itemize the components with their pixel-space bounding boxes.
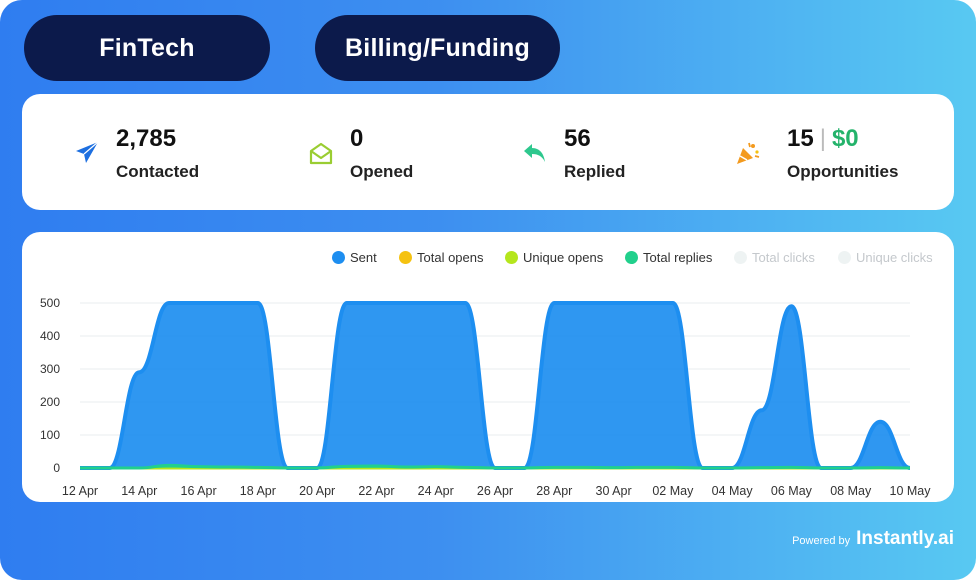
chart-card: Sent Total opens Unique opens Total repl… [22, 232, 954, 502]
activity-chart: 0 100 200 300 400 500 12 Apr 14 Apr 16 Apr 18 Apr… [40, 296, 932, 498]
legend-total-opens[interactable]: Total opens [399, 250, 484, 265]
x-tick-label: 30 Apr [596, 484, 632, 498]
series-line-total-replies [80, 463, 911, 470]
y-tick-label: 100 [40, 428, 60, 442]
contacted-count: 2,785 [116, 125, 177, 152]
legend-label-total-replies: Total replies [643, 250, 713, 265]
segment-tag[interactable]: Billing/Funding [315, 15, 560, 81]
x-tick-label: 16 Apr [181, 484, 217, 498]
x-tick-label: 06 May [771, 484, 813, 498]
series-area-sent [80, 303, 910, 468]
y-tick-label: 200 [40, 395, 60, 409]
divider: | [819, 125, 826, 152]
opportunities-count: 15 | $0 [787, 125, 859, 153]
legend-unique-clicks[interactable]: Unique clicks [838, 250, 933, 265]
x-tick-label: 20 Apr [299, 484, 335, 498]
reply-arrow-icon [524, 144, 545, 162]
x-tick-label: 14 Apr [121, 484, 157, 498]
x-tick-label: 26 Apr [477, 484, 513, 498]
y-tick-label: 500 [40, 296, 60, 310]
legend-total-clicks[interactable]: Total clicks [734, 250, 815, 265]
legend-dot-unique-opens [505, 251, 518, 264]
legend-dot-unique-clicks [838, 251, 851, 264]
legend-label-total-clicks: Total clicks [752, 250, 815, 265]
legend-label-total-opens: Total opens [417, 250, 484, 265]
x-tick-label: 04 May [712, 484, 754, 498]
y-tick-label: 300 [40, 362, 60, 376]
legend-label-unique-opens: Unique opens [523, 250, 604, 265]
powered-by-label: Powered by [792, 535, 851, 547]
y-tick-label: 400 [40, 329, 60, 343]
x-tick-label: 22 Apr [358, 484, 394, 498]
legend-label-unique-clicks: Unique clicks [856, 250, 933, 265]
campaign-tag[interactable]: FinTech [24, 15, 270, 81]
legend-unique-opens[interactable]: Unique opens [505, 250, 603, 265]
brand-logo[interactable]: Instantly.ai [856, 528, 954, 549]
contacted-label: Contacted [116, 162, 200, 181]
legend-dot-total-clicks [734, 251, 747, 264]
opportunities-number: 15 [787, 125, 814, 152]
replied-label: Replied [564, 162, 626, 181]
party-popper-icon [737, 142, 760, 164]
opportunities-value: $0 [831, 125, 859, 152]
x-tick-label: 18 Apr [240, 484, 276, 498]
x-tick-label: 10 May [890, 484, 932, 498]
replied-count: 56 [564, 125, 591, 152]
x-tick-label: 08 May [830, 484, 872, 498]
paper-plane-icon [76, 141, 99, 163]
open-envelope-icon [309, 142, 333, 165]
stats-panel: 2,785 Contacted 0 Opened 56 Replied [22, 94, 954, 210]
x-tick-label: 12 Apr [62, 484, 98, 498]
x-tick-label: 28 Apr [536, 484, 572, 498]
legend-dot-sent [332, 251, 345, 264]
y-tick-label: 0 [53, 461, 60, 475]
legend-dot-total-replies [625, 251, 638, 264]
legend-dot-total-opens [399, 251, 412, 264]
chart-legend: Sent Total opens Unique opens Total repl… [22, 250, 954, 270]
legend-sent[interactable]: Sent [332, 250, 377, 265]
legend-label-sent: Sent [350, 250, 377, 265]
powered-by: Powered by Instantly.ai [792, 528, 954, 550]
opened-count: 0 [350, 125, 364, 152]
legend-total-replies[interactable]: Total replies [625, 250, 712, 265]
opportunities-label: Opportunities [787, 162, 899, 181]
opened-label: Opened [350, 162, 414, 181]
x-tick-label: 24 Apr [418, 484, 454, 498]
x-tick-label: 02 May [652, 484, 694, 498]
